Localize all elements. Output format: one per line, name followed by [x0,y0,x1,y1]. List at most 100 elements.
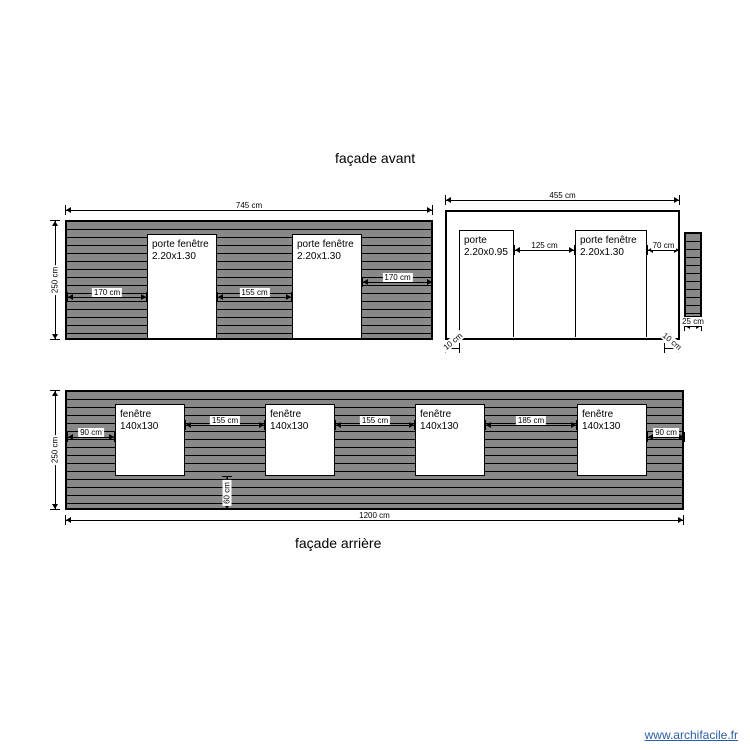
dim-text: 25 cm [680,317,706,326]
arrow-icon [515,247,520,253]
arrow-icon [427,279,432,285]
facade-front-right-corner [684,232,702,318]
opening-label: fenêtre 140x130 [120,409,180,433]
dim-front-right-width: 455 cm [445,195,680,205]
dim-text: 70 cm [651,241,677,250]
arrow-icon [68,294,73,300]
opening-name: porte fenêtre [297,239,354,250]
arrow-icon [569,247,574,253]
opening-dim: 140x130 [420,421,480,433]
arrow-icon [52,334,58,339]
opening-name: porte fenêtre [152,239,209,250]
opening-name: porte [464,235,487,246]
title-rear: façade arrière [295,535,381,551]
arrow-icon [486,422,491,428]
facade-front-main: porte fenêtre 2.20x1.30 porte fenêtre 2.… [65,220,433,340]
opening-rear-2: fenêtre 140x130 [265,404,335,476]
arrow-icon [446,197,451,203]
dim-front-right-lower-right: 10 cm [664,343,679,353]
opening-name: fenêtre [120,409,151,420]
opening-rear-4: fenêtre 140x130 [577,404,647,476]
opening-rear-3: fenêtre 140x130 [415,404,485,476]
dim-rear-sill: 60 cm [222,476,232,510]
dim-front-right-between: 125 cm [514,245,575,255]
opening-front-1: porte fenêtre 2.20x1.30 [147,234,217,339]
dim-text: 250 cm [51,435,60,465]
arrow-icon [571,422,576,428]
arrow-icon [674,197,679,203]
arrow-icon [68,434,73,440]
opening-front-2: porte fenêtre 2.20x1.30 [292,234,362,339]
opening-label: fenêtre 140x130 [582,409,642,433]
arrow-icon [409,422,414,428]
dim-text: 90 cm [78,428,104,437]
arrow-icon [66,517,71,523]
dim-text: 185 cm [516,416,546,425]
arrow-icon [186,422,191,428]
opening-label: porte fenêtre 2.20x1.30 [152,239,212,263]
dim-text: 170 cm [382,273,412,282]
arrow-icon [363,279,368,285]
opening-label: porte fenêtre 2.20x1.30 [297,239,357,263]
dim-front-right-lower-left: 10 cm [445,343,460,353]
facade-front-right: porte 2.20x0.95 porte fenêtre 2.20x1.30 … [445,210,680,340]
opening-name: porte fenêtre [580,235,637,246]
dim-front-right-rightgap: 70 cm [647,245,680,255]
dim-rear-gap2: 155 cm [335,420,415,430]
opening-dim: 2.20x1.30 [297,251,357,263]
arrow-icon [679,434,684,440]
dim-front-main-height: 250 cm [50,220,60,340]
opening-dim: 140x130 [270,421,330,433]
arrow-icon [286,294,291,300]
canvas: façade avant porte fenêtre 2.20x1.30 por… [0,0,750,750]
dim-text: 125 cm [529,241,559,250]
arrow-icon [218,294,223,300]
opening-label: fenêtre 140x130 [270,409,330,433]
opening-dim: 2.20x1.30 [152,251,212,263]
facade-rear: fenêtre 140x130 fenêtre 140x130 fenêtre … [65,390,684,510]
dim-text: 155 cm [239,288,269,297]
dim-text: 170 cm [92,288,122,297]
dim-front-main-width: 745 cm [65,205,433,215]
title-front: façade avant [335,150,415,166]
opening-rear-1: fenêtre 140x130 [115,404,185,476]
dim-rear-height: 250 cm [50,390,60,510]
dim-rear-right-gap: 90 cm [647,432,685,442]
arrow-icon [141,294,146,300]
dim-front-left-gap: 170 cm [67,292,147,302]
opening-dim: 2.20x0.95 [464,247,509,259]
opening-front-right-1: porte 2.20x0.95 [459,230,514,337]
dim-text: 155 cm [210,416,240,425]
dim-front-right-corner: 25 cm [684,321,702,331]
opening-label: porte fenêtre 2.20x1.30 [580,235,642,259]
opening-name: fenêtre [420,409,451,420]
source-link[interactable]: www.archifacile.fr [645,728,738,742]
opening-dim: 140x130 [582,421,642,433]
arrow-icon [427,207,432,213]
arrow-icon [66,207,71,213]
opening-name: fenêtre [270,409,301,420]
dim-front-right-gap: 170 cm [362,277,433,287]
siding-pattern [686,234,700,316]
dim-text: 60 cm [223,480,232,506]
arrow-icon [109,434,114,440]
arrow-icon [52,221,58,226]
dim-rear-width: 1200 cm [65,515,684,525]
arrow-icon [336,422,341,428]
opening-label: porte 2.20x0.95 [464,235,509,259]
dim-text: 250 cm [51,265,60,295]
dim-text: 1200 cm [357,511,392,520]
dim-rear-gap1: 155 cm [185,420,265,430]
opening-name: fenêtre [582,409,613,420]
opening-dim: 2.20x1.30 [580,247,642,259]
arrow-icon [678,517,683,523]
opening-dim: 140x130 [120,421,180,433]
opening-front-right-2: porte fenêtre 2.20x1.30 [575,230,647,337]
dim-rear-gap3: 185 cm [485,420,577,430]
opening-label: fenêtre 140x130 [420,409,480,433]
arrow-icon [52,504,58,509]
dim-text: 155 cm [360,416,390,425]
arrow-icon [259,422,264,428]
dim-text: 90 cm [653,428,679,437]
arrow-icon [52,391,58,396]
